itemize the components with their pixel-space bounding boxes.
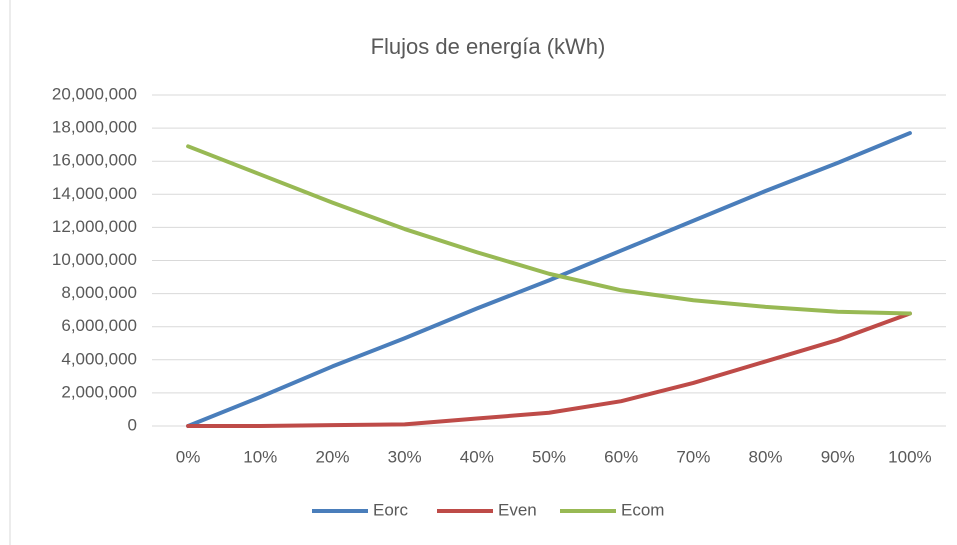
- y-tick-label: 2,000,000: [61, 382, 137, 401]
- line-series: [186, 144, 912, 316]
- x-tick-label: 70%: [676, 447, 710, 466]
- x-tick-label: 100%: [888, 447, 931, 466]
- y-tick-label: 4,000,000: [61, 349, 137, 368]
- x-tick-label: 20%: [315, 447, 349, 466]
- y-tick-label: 0: [128, 415, 137, 434]
- x-tick-label: 30%: [388, 447, 422, 466]
- x-tick-label: 50%: [532, 447, 566, 466]
- line-series: [186, 131, 912, 428]
- x-tick-label: 0%: [176, 447, 201, 466]
- y-tick-label: 14,000,000: [52, 184, 137, 203]
- x-tick-label: 40%: [460, 447, 494, 466]
- x-tick-label: 10%: [243, 447, 277, 466]
- legend-label: Eorc: [373, 500, 408, 519]
- x-tick-label: 90%: [821, 447, 855, 466]
- y-tick-label: 20,000,000: [52, 84, 137, 103]
- x-tick-label: 60%: [604, 447, 638, 466]
- chart-title: Flujos de energía (kWh): [371, 34, 606, 59]
- x-tick-label: 80%: [749, 447, 783, 466]
- y-tick-label: 8,000,000: [61, 283, 137, 302]
- legend-label: Even: [498, 500, 537, 519]
- legend-label: Ecom: [621, 500, 664, 519]
- y-tick-label: 12,000,000: [52, 217, 137, 236]
- y-tick-label: 16,000,000: [52, 151, 137, 170]
- y-tick-label: 18,000,000: [52, 118, 137, 137]
- y-tick-label: 6,000,000: [61, 316, 137, 335]
- line-series: [186, 311, 912, 428]
- y-tick-label: 10,000,000: [52, 250, 137, 269]
